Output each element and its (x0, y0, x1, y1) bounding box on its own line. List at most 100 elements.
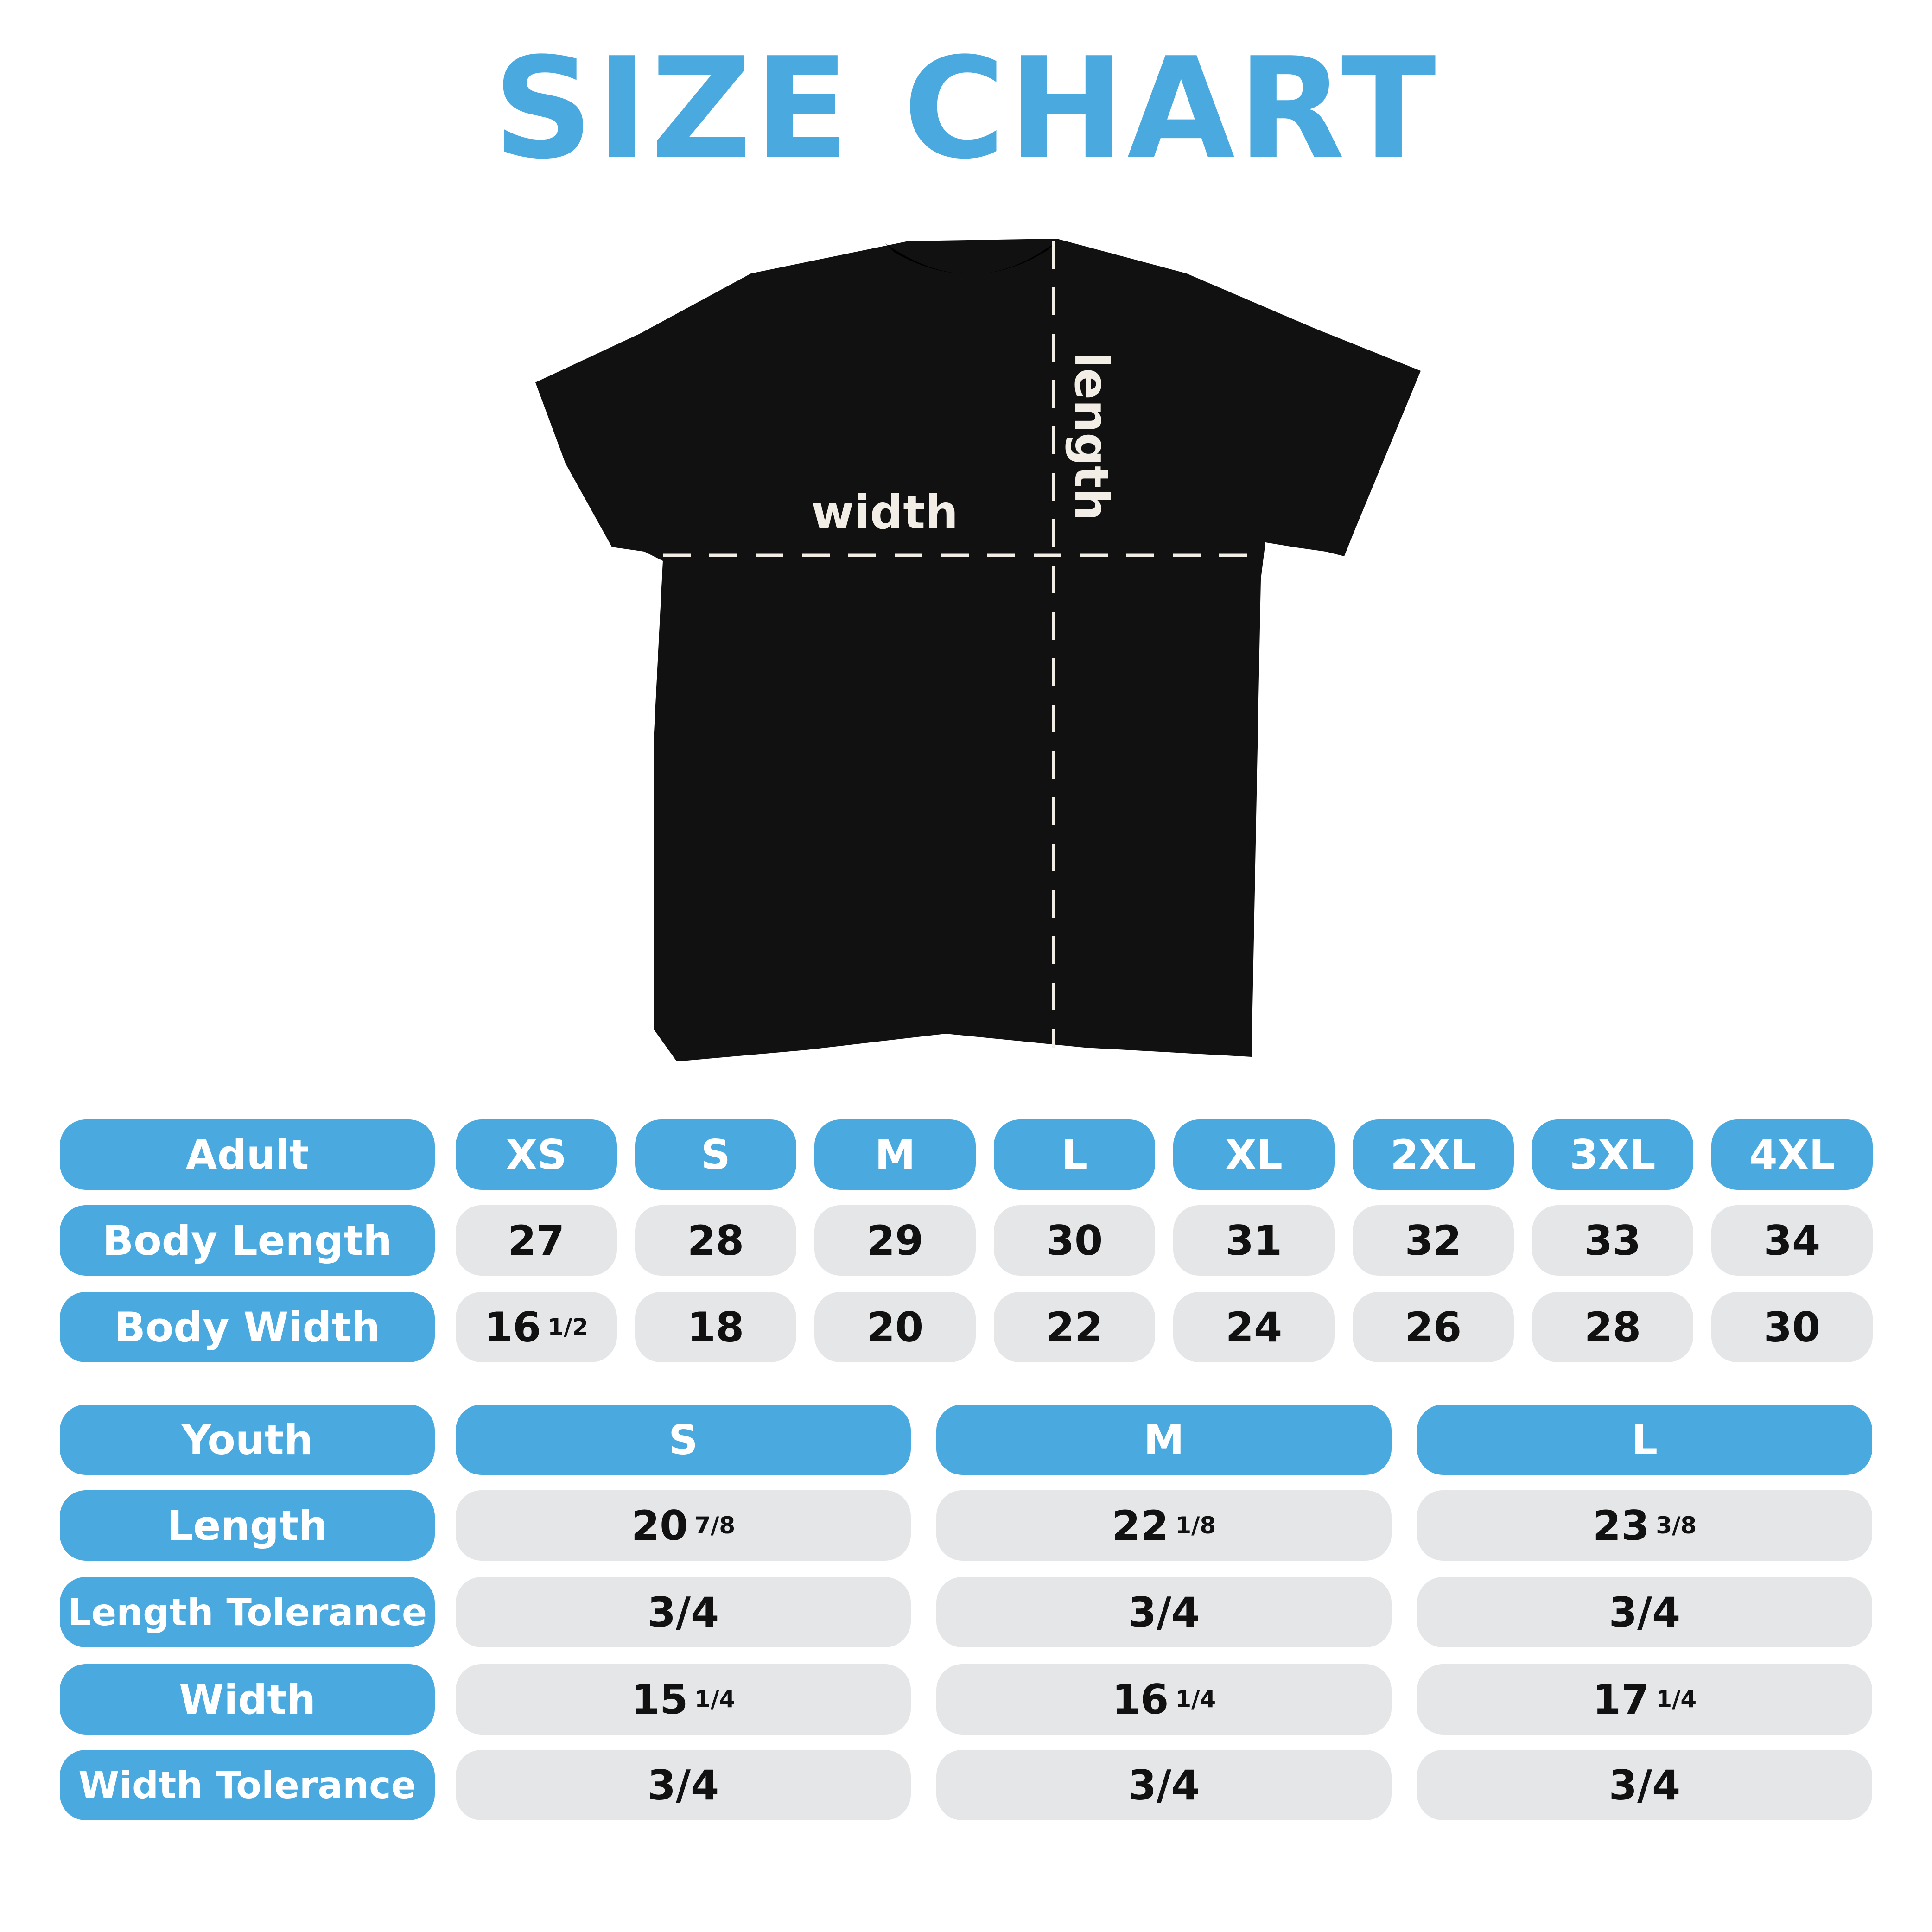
value-whole: 33 (1584, 1216, 1641, 1265)
adult-value-cell: 30 (994, 1205, 1155, 1276)
adult-size-header: 3XL (1532, 1119, 1693, 1190)
value-whole: 20 (866, 1303, 924, 1351)
adult-value-cell: 18 (635, 1292, 796, 1362)
size-label: S (701, 1131, 731, 1179)
adult-value-cell: 29 (814, 1205, 976, 1276)
value-whole: 17 (1592, 1675, 1650, 1723)
adult-value-cell: 16 1/2 (456, 1292, 617, 1362)
adult-value-cell: 30 (1711, 1292, 1873, 1362)
youth-value-cell: 16 1/4 (936, 1664, 1392, 1735)
youth-value-cell: 3/4 (1417, 1750, 1872, 1820)
adult-value-cell: 26 (1353, 1292, 1514, 1362)
value-whole: 22 (1046, 1303, 1103, 1351)
width-label: width (811, 485, 958, 540)
youth-row-label: Length (60, 1490, 435, 1561)
length-label: length (1064, 352, 1119, 521)
value-whole: 29 (866, 1216, 924, 1265)
youth-value-cell: 3/4 (1417, 1577, 1872, 1647)
youth-value-cell: 17 1/4 (1417, 1664, 1872, 1735)
adult-value-cell: 32 (1353, 1205, 1514, 1276)
value-whole: 32 (1405, 1216, 1462, 1265)
adult-value-cell: 28 (635, 1205, 796, 1276)
value-whole: 18 (687, 1303, 744, 1351)
adult-size-header: 4XL (1711, 1119, 1873, 1190)
youth-value-cell: 23 3/8 (1417, 1490, 1872, 1561)
adult-size-header: XS (456, 1119, 617, 1190)
youth-value-cell: 3/4 (936, 1750, 1392, 1820)
value-whole: 3/4 (1608, 1761, 1681, 1809)
value-fraction: 7/8 (694, 1512, 736, 1539)
adult-size-header: 2XL (1353, 1119, 1514, 1190)
youth-row-label: Width Tolerance (60, 1750, 435, 1820)
adult-size-header: S (635, 1119, 796, 1190)
adult-row-label: Body Width (60, 1292, 435, 1362)
value-whole: 3/4 (647, 1761, 719, 1809)
row-label-text: Length Tolerance (67, 1590, 427, 1634)
value-whole: 20 (631, 1501, 688, 1550)
row-label-text: Width (179, 1675, 316, 1723)
value-whole: 31 (1225, 1216, 1283, 1265)
value-whole: 24 (1225, 1303, 1283, 1351)
adult-value-cell: 20 (814, 1292, 976, 1362)
adult-value-cell: 31 (1173, 1205, 1335, 1276)
value-whole: 23 (1592, 1501, 1650, 1550)
value-fraction: 1/4 (694, 1686, 736, 1713)
row-label-text: Length (167, 1501, 328, 1550)
youth-value-cell: 3/4 (456, 1750, 911, 1820)
value-fraction: 1/8 (1175, 1512, 1216, 1539)
value-whole: 3/4 (1608, 1588, 1681, 1636)
tshirt-icon (535, 239, 1421, 1061)
adult-value-cell: 27 (456, 1205, 617, 1276)
value-whole: 30 (1763, 1303, 1821, 1351)
value-whole: 34 (1763, 1216, 1821, 1265)
value-fraction: 1/4 (1175, 1686, 1216, 1713)
youth-value-cell: 22 1/8 (936, 1490, 1392, 1561)
size-label: 3XL (1570, 1131, 1656, 1179)
size-label: 2XL (1390, 1131, 1476, 1179)
size-label: M (1144, 1416, 1184, 1464)
row-label-text: Body Width (114, 1303, 381, 1351)
youth-header-text: Youth (181, 1416, 313, 1464)
value-fraction: 1/2 (547, 1314, 589, 1341)
size-label: XL (1225, 1131, 1283, 1179)
adult-value-cell: 33 (1532, 1205, 1693, 1276)
youth-header-label: Youth (60, 1405, 435, 1475)
adult-header-text: Adult (185, 1131, 309, 1179)
value-whole: 26 (1405, 1303, 1462, 1351)
youth-size-header: S (456, 1405, 911, 1475)
youth-size-header: L (1417, 1405, 1872, 1475)
value-whole: 16 (484, 1303, 541, 1351)
value-whole: 28 (1584, 1303, 1641, 1351)
adult-row-label: Body Length (60, 1205, 435, 1276)
size-label: M (875, 1131, 915, 1179)
size-label: L (1061, 1131, 1088, 1179)
value-fraction: 3/8 (1656, 1512, 1697, 1539)
size-label: L (1631, 1416, 1658, 1464)
value-fraction: 1/4 (1656, 1686, 1697, 1713)
adult-value-cell: 34 (1711, 1205, 1873, 1276)
adult-value-cell: 28 (1532, 1292, 1693, 1362)
value-whole: 28 (687, 1216, 744, 1265)
youth-value-cell: 20 7/8 (456, 1490, 911, 1561)
value-whole: 15 (631, 1675, 688, 1723)
value-whole: 22 (1112, 1501, 1169, 1550)
adult-value-cell: 22 (994, 1292, 1155, 1362)
size-label: S (668, 1416, 698, 1464)
value-whole: 3/4 (1128, 1588, 1200, 1636)
value-whole: 3/4 (647, 1588, 719, 1636)
size-label: XS (506, 1131, 567, 1179)
size-label: 4XL (1749, 1131, 1835, 1179)
tshirt-diagram: width length (535, 239, 1421, 1061)
row-label-text: Width Tolerance (78, 1763, 416, 1807)
youth-value-cell: 3/4 (936, 1577, 1392, 1647)
value-whole: 27 (508, 1216, 565, 1265)
youth-value-cell: 15 1/4 (456, 1664, 911, 1735)
adult-size-header: M (814, 1119, 976, 1190)
row-label-text: Body Length (102, 1216, 392, 1265)
value-whole: 16 (1112, 1675, 1169, 1723)
adult-header-label: Adult (60, 1119, 435, 1190)
value-whole: 30 (1046, 1216, 1103, 1265)
adult-value-cell: 24 (1173, 1292, 1335, 1362)
youth-row-label: Length Tolerance (60, 1577, 435, 1647)
